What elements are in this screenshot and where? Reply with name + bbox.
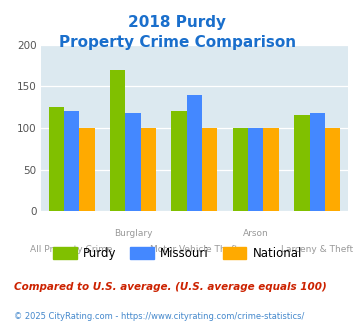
Legend: Purdy, Missouri, National: Purdy, Missouri, National (49, 242, 306, 264)
Text: Burglary: Burglary (114, 229, 152, 238)
Bar (325, 128, 340, 211)
Bar (294, 115, 310, 211)
Bar (79, 128, 94, 211)
Bar (171, 111, 187, 211)
Text: © 2025 CityRating.com - https://www.cityrating.com/crime-statistics/: © 2025 CityRating.com - https://www.city… (14, 312, 305, 321)
Bar (187, 95, 202, 211)
Text: Compared to U.S. average. (U.S. average equals 100): Compared to U.S. average. (U.S. average … (14, 282, 327, 292)
Bar (110, 70, 125, 211)
Text: Larceny & Theft: Larceny & Theft (281, 245, 353, 253)
Text: All Property Crime: All Property Crime (30, 245, 113, 253)
Bar (64, 111, 79, 211)
Bar (233, 128, 248, 211)
Bar (141, 128, 156, 211)
Text: Motor Vehicle Theft: Motor Vehicle Theft (151, 245, 238, 253)
Bar (248, 128, 263, 211)
Bar (310, 113, 325, 211)
Text: 2018 Purdy: 2018 Purdy (129, 15, 226, 30)
Bar (263, 128, 279, 211)
Bar (202, 128, 217, 211)
Text: Property Crime Comparison: Property Crime Comparison (59, 35, 296, 50)
Bar (49, 107, 64, 211)
Text: Arson: Arson (243, 229, 269, 238)
Bar (125, 113, 141, 211)
